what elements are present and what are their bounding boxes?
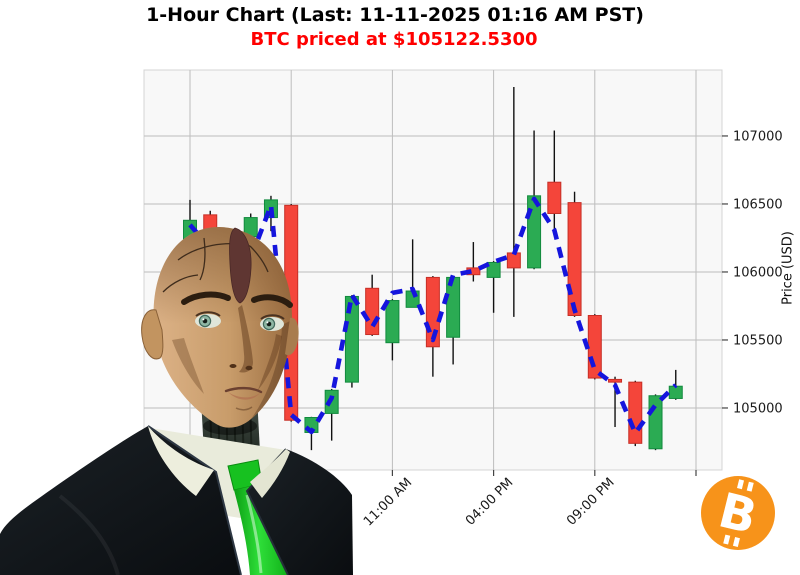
left-ear [141,309,164,360]
bitcoin-circle [701,476,775,550]
candle-body-down [628,381,643,444]
candle-body-up [648,395,663,450]
x-tick-label: 11:00 AM [361,475,415,529]
candle-body-down [365,287,380,336]
candle-body-down [587,314,602,379]
candle-body-up [385,300,400,344]
y-axis-label: Price (USD) [780,231,796,305]
candle-body-down [567,202,582,316]
x-tick-label: 04:00 PM [463,475,516,528]
collar-right [250,449,290,498]
right-ear [285,317,299,356]
chart-subtitle: BTC priced at $105122.5300 [250,29,538,50]
eyebrows [181,291,293,308]
chart-title: 1-Hour Chart (Last: 11-11-2025 01:16 AM … [146,4,644,26]
right-eye [260,314,285,331]
y-tick-label: 105000 [733,401,783,416]
forehead-drip [229,227,252,304]
y-tick-label: 106500 [733,197,783,212]
ma-dashed-line [188,196,678,436]
robot-head [141,227,299,428]
y-tick-label: 107000 [733,129,783,144]
candle-body-down [608,378,623,383]
bitcoin-logo: B [701,476,775,550]
y-tick-label: 105500 [733,333,783,348]
collar-left [148,426,214,496]
candle-body-up [486,261,501,278]
candle-body-up [446,276,461,338]
suit-jacket [0,425,353,575]
robot-suit-image [0,227,353,575]
candle-body-up [527,195,542,269]
mouth [224,386,263,411]
left-eye [195,311,221,328]
candle-body-down [547,181,562,214]
x-tick-label: 09:00 PM [564,475,617,528]
y-tick-label: 106000 [733,265,783,280]
nose [238,305,253,373]
candle-body-down [506,252,521,269]
